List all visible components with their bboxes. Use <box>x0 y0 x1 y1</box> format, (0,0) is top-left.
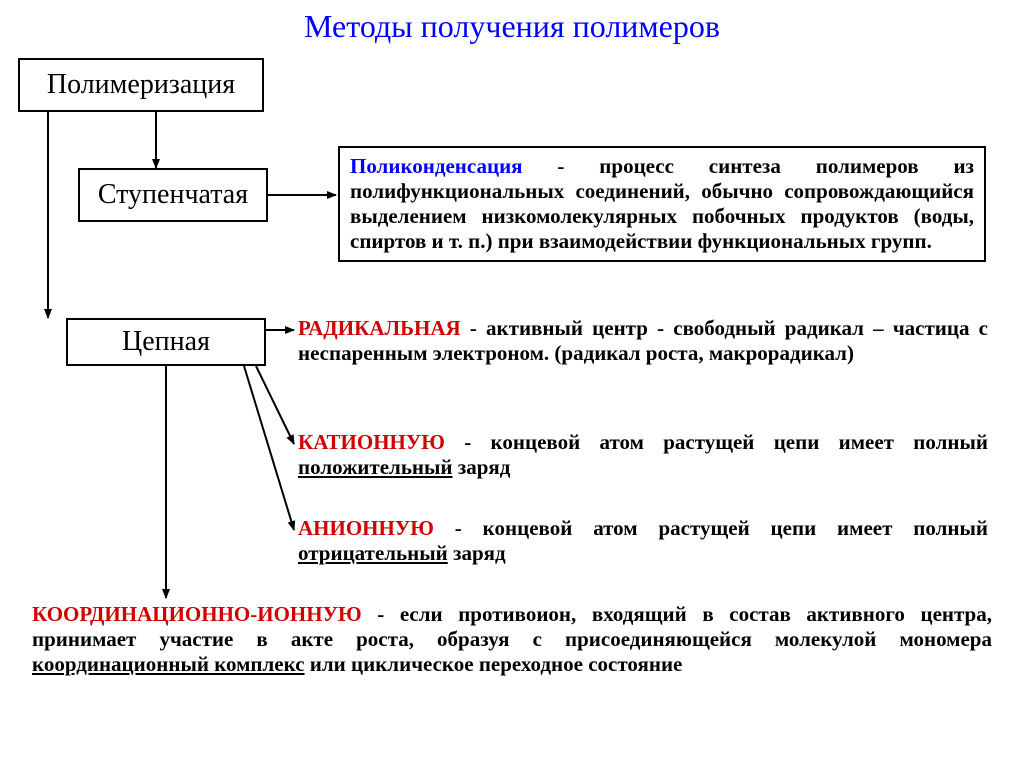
definition-coordination: КООРДИНАЦИОННО-ИОННУЮ - если противоион,… <box>32 602 992 677</box>
term-anionic: АНИОННУЮ <box>298 516 434 540</box>
term-cationic: КАТИОННУЮ <box>298 430 445 454</box>
definition-polycondensation: Поликонденсация - процесс синтеза полиме… <box>338 146 986 262</box>
term-polycondensation: Поликонденсация <box>350 154 523 178</box>
page-title: Методы получения полимеров <box>0 8 1024 45</box>
arrow-chain-to-cationic <box>256 366 294 444</box>
definition-anionic: АНИОННУЮ - концевой атом растущей цепи и… <box>298 516 988 566</box>
definition-radical: РАДИКАЛЬНАЯ - активный центр - свободный… <box>298 316 988 366</box>
definition-cationic: КАТИОННУЮ - концевой атом растущей цепи … <box>298 430 988 480</box>
term-coordination: КООРДИНАЦИОННО-ИОННУЮ <box>32 602 362 626</box>
arrow-chain-to-anionic <box>244 366 294 530</box>
box-polymerization: Полимеризация <box>18 58 264 112</box>
box-stepwise: Ступенчатая <box>78 168 268 222</box>
term-radical: РАДИКАЛЬНАЯ <box>298 316 461 340</box>
box-chain: Цепная <box>66 318 266 366</box>
